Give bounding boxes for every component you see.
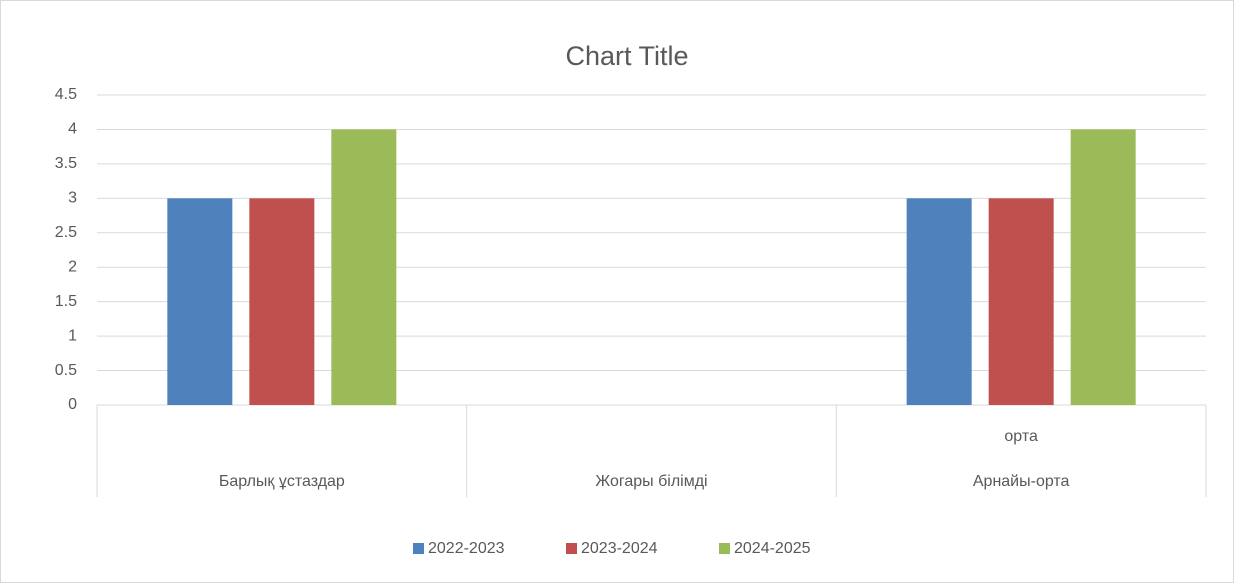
legend-swatch bbox=[566, 543, 577, 554]
bar bbox=[1070, 129, 1136, 405]
legend-label: 2023-2024 bbox=[581, 540, 658, 557]
y-tick-label: 1.5 bbox=[55, 293, 77, 310]
y-tick-label: 1 bbox=[68, 327, 77, 344]
bar bbox=[249, 198, 315, 405]
y-tick-label: 2.5 bbox=[55, 224, 77, 241]
chart-title: Chart Title bbox=[565, 41, 688, 71]
bar bbox=[988, 198, 1054, 405]
bar bbox=[167, 198, 233, 405]
bar bbox=[331, 129, 397, 405]
legend-label: 2022-2023 bbox=[428, 540, 505, 557]
legend-swatch bbox=[719, 543, 730, 554]
y-tick-label: 2 bbox=[68, 258, 77, 275]
x-subcategory-label: орта bbox=[1004, 428, 1038, 445]
y-tick-label: 3 bbox=[68, 190, 77, 207]
y-tick-label: 4 bbox=[68, 121, 77, 138]
bar bbox=[906, 198, 972, 405]
x-tick-label: Жогары білімді bbox=[595, 473, 707, 490]
x-tick-label: Барлық ұстаздар bbox=[219, 473, 345, 490]
legend-label: 2024-2025 bbox=[734, 540, 811, 557]
y-tick-label: 4.5 bbox=[55, 86, 77, 103]
x-tick-label: Арнайы-орта bbox=[973, 473, 1070, 490]
y-tick-label: 0.5 bbox=[55, 362, 77, 379]
y-tick-label: 3.5 bbox=[55, 155, 77, 172]
legend-swatch bbox=[413, 543, 424, 554]
y-tick-label: 0 bbox=[68, 396, 77, 413]
